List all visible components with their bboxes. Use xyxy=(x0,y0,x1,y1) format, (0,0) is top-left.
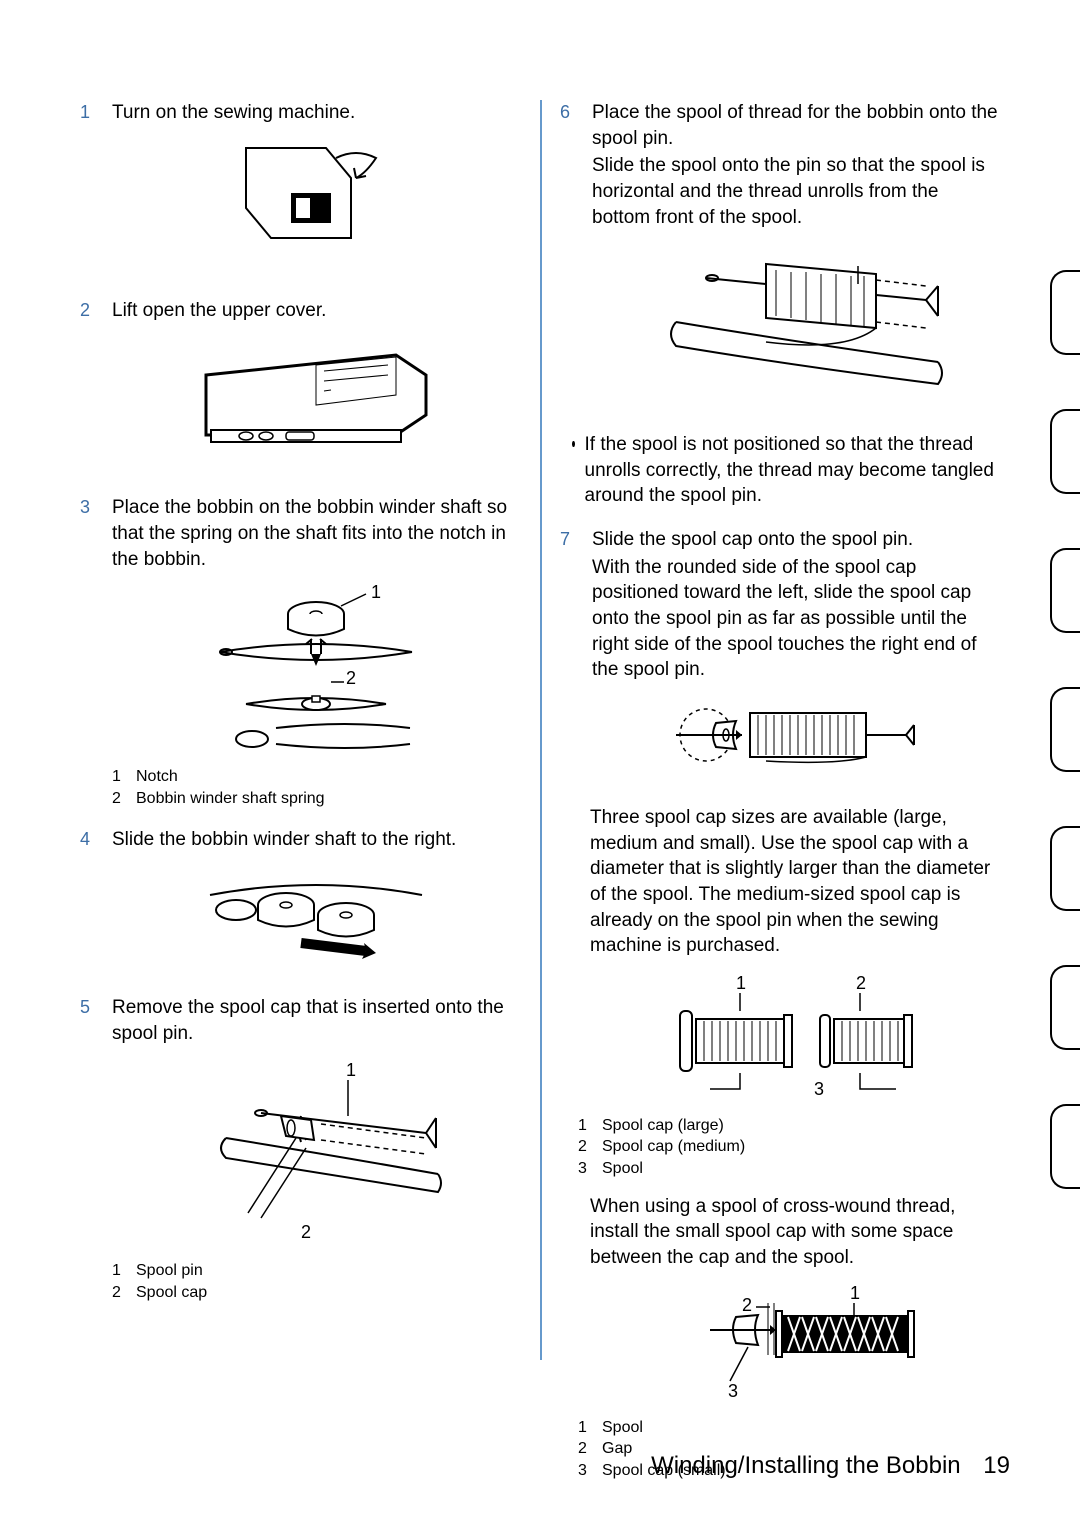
figure-captions: 1Spool cap (large) 2Spool cap (medium) 3… xyxy=(578,1115,1000,1180)
step-6: 6 Place the spool of thread for the bobb… xyxy=(560,100,1000,414)
step-text-2: With the rounded side of the spool cap p… xyxy=(592,555,1000,683)
right-column: 6 Place the spool of thread for the bobb… xyxy=(540,100,1020,1380)
step-text: Place the bobbin on the bobbin winder sh… xyxy=(112,495,520,572)
step-1: 1 Turn on the sewing machine. I xyxy=(80,100,520,280)
svg-text:2: 2 xyxy=(301,1222,311,1242)
figure-cap-on-pin xyxy=(592,695,1000,775)
side-tab xyxy=(1050,826,1080,911)
step-number: 7 xyxy=(560,527,574,550)
step-7: 7 Slide the spool cap onto the spool pin… xyxy=(560,527,1000,787)
note-spool-sizes: Three spool cap sizes are available (lar… xyxy=(590,805,1000,959)
step-number: 2 xyxy=(80,298,94,321)
page-footer: Winding/Installing the Bobbin 19 xyxy=(651,1452,1010,1480)
svg-text:1: 1 xyxy=(736,973,746,993)
column-divider xyxy=(540,100,542,1360)
step-text: Place the spool of thread for the bobbin… xyxy=(592,100,1000,151)
side-tab xyxy=(1050,270,1080,355)
note-cross-wound: When using a spool of cross-wound thread… xyxy=(590,1194,1000,1271)
step-number: 5 xyxy=(80,995,94,1018)
step-text: Slide the bobbin winder shaft to the rig… xyxy=(112,827,520,853)
svg-text:2: 2 xyxy=(856,973,866,993)
svg-text:3: 3 xyxy=(728,1381,738,1401)
side-tab xyxy=(1050,687,1080,772)
page-number: 19 xyxy=(983,1452,1010,1479)
svg-text:2: 2 xyxy=(346,668,356,688)
step-text: Slide the spool cap onto the spool pin. xyxy=(592,527,1000,553)
figure-remove-cap: 1 2 xyxy=(112,1058,520,1248)
step-number: 4 xyxy=(80,827,94,850)
side-tab xyxy=(1050,409,1080,494)
step-text-2: Slide the spool onto the pin so that the… xyxy=(592,153,1000,230)
step-3: 3 Place the bobbin on the bobbin winder … xyxy=(80,495,520,809)
figure-spool-on-pin xyxy=(592,242,1000,402)
side-tab xyxy=(1050,965,1080,1050)
figure-slide-shaft xyxy=(112,865,520,965)
footer-title: Winding/Installing the Bobbin xyxy=(651,1452,961,1479)
figure-bobbin-winder: 1 2 xyxy=(112,584,520,754)
figure-small-cap: 1 2 xyxy=(600,1285,1000,1405)
figure-upper-cover xyxy=(112,335,520,465)
note-list: If the spool is not positioned so that t… xyxy=(572,432,1000,509)
left-column: 1 Turn on the sewing machine. I 2 xyxy=(60,100,540,1380)
figure-power-switch: I xyxy=(112,138,520,268)
step-text: Remove the spool cap that is inserted on… xyxy=(112,995,520,1046)
step-number: 1 xyxy=(80,100,94,123)
svg-text:2: 2 xyxy=(742,1295,752,1315)
figure-captions: 1Spool pin 2Spool cap xyxy=(112,1260,520,1303)
figure-captions: 1Notch 2Bobbin winder shaft spring xyxy=(112,766,520,809)
step-text: Turn on the sewing machine. xyxy=(112,100,520,126)
svg-text:1: 1 xyxy=(850,1285,860,1303)
svg-text:I: I xyxy=(313,202,316,216)
figure-spool-caps: 1 2 xyxy=(600,973,1000,1103)
side-tab xyxy=(1050,548,1080,633)
svg-text:1: 1 xyxy=(371,584,381,602)
step-text: Lift open the upper cover. xyxy=(112,298,520,324)
step-number: 6 xyxy=(560,100,574,123)
svg-text:1: 1 xyxy=(346,1060,356,1080)
side-tabs xyxy=(1050,270,1080,1243)
side-tab xyxy=(1050,1104,1080,1189)
note-text: If the spool is not positioned so that t… xyxy=(585,432,1000,509)
step-2: 2 Lift open the upper cover. xyxy=(80,298,520,478)
svg-text:3: 3 xyxy=(814,1079,824,1099)
step-5: 5 Remove the spool cap that is inserted … xyxy=(80,995,520,1303)
step-number: 3 xyxy=(80,495,94,518)
step-4: 4 Slide the bobbin winder shaft to the r… xyxy=(80,827,520,977)
